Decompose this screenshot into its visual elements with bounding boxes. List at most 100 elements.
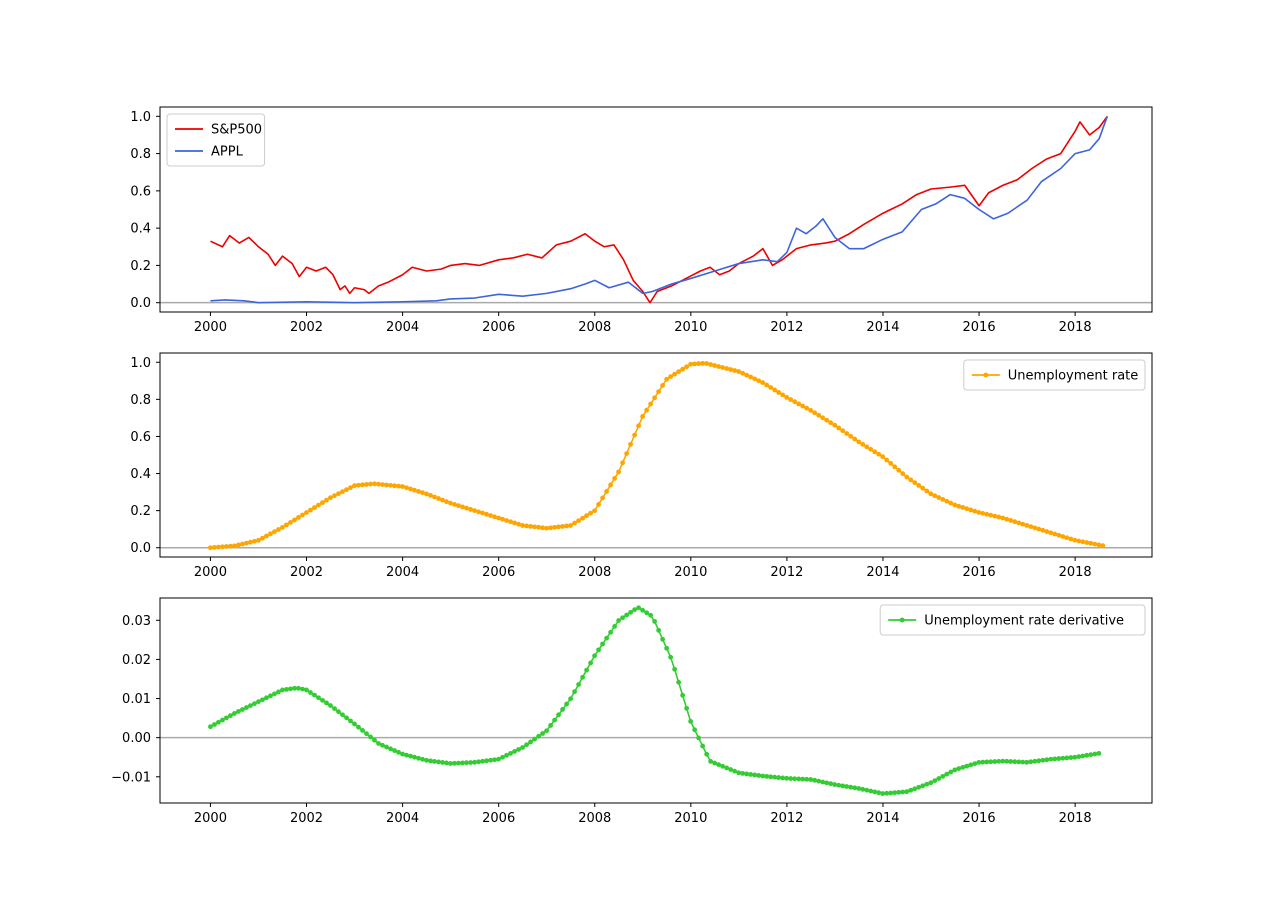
axes-frame [159, 352, 1153, 558]
data-point [888, 790, 894, 796]
data-point [208, 724, 213, 730]
data-point [488, 757, 493, 763]
data-point [1040, 527, 1046, 533]
data-point [800, 403, 806, 409]
axes-frame [159, 597, 1153, 804]
data-point [1008, 518, 1014, 523]
data-point [732, 368, 738, 373]
data-point [504, 752, 509, 758]
data-point [956, 503, 962, 509]
data-point [1020, 759, 1026, 765]
data-point [1024, 759, 1030, 765]
x-tick-label: 2014 [866, 565, 899, 580]
data-point [960, 505, 966, 510]
data-point [400, 484, 405, 489]
data-point [712, 760, 718, 766]
data-point [536, 524, 541, 530]
data-point [840, 428, 846, 434]
data-point [876, 790, 882, 796]
data-point [848, 784, 854, 790]
data-point [832, 782, 838, 787]
x-tick-label: 2012 [770, 565, 803, 580]
data-point [212, 545, 217, 550]
legend: S&P500 APPL [166, 113, 266, 167]
data-point [780, 392, 786, 398]
subplot-3: 2000 2002 2004 2006 2008 2010 2012 2014 2016 2018… [111, 597, 1153, 826]
data-point [332, 706, 337, 712]
data-point [392, 748, 397, 753]
data-point [980, 759, 986, 765]
data-point [920, 783, 926, 789]
data-point [1028, 759, 1034, 765]
data-point [904, 474, 910, 480]
data-point [664, 645, 670, 651]
data-point [548, 723, 553, 728]
legend-marker [899, 617, 905, 623]
data-point [1068, 536, 1074, 542]
data-point [728, 367, 734, 372]
data-point [908, 787, 914, 793]
data-point [944, 771, 950, 777]
data-point [756, 378, 762, 384]
legend-box [963, 359, 1146, 391]
data-point [1092, 751, 1098, 757]
data-point [716, 364, 722, 369]
data-point [828, 420, 834, 426]
data-point [568, 696, 573, 702]
data-point [740, 770, 746, 776]
data-point [892, 790, 898, 796]
data-point [648, 401, 654, 407]
data-point [968, 762, 974, 768]
data-point [868, 788, 874, 794]
data-point [448, 500, 453, 506]
x-tick-label: 2002 [290, 811, 323, 826]
data-point [348, 485, 353, 491]
subplots: 2000 2002 2004 2006 2008 2010 2012 2014 2016 2018… [111, 106, 1153, 826]
data-point [504, 518, 509, 523]
data-point [972, 761, 978, 767]
data-point [796, 401, 802, 407]
data-point [544, 525, 549, 531]
x-tick-label: 2006 [482, 320, 515, 335]
data-point [1008, 759, 1014, 764]
data-point [456, 503, 461, 509]
data-point [460, 760, 465, 766]
data-point [700, 360, 706, 366]
x-tick-label: 2012 [770, 811, 803, 826]
data-point [580, 674, 585, 680]
data-point [856, 439, 862, 445]
data-point [272, 691, 277, 697]
data-point [1072, 754, 1078, 760]
data-point [924, 781, 930, 787]
data-point [808, 777, 814, 782]
data-point [840, 783, 846, 789]
data-point [936, 776, 942, 781]
data-point [472, 508, 477, 514]
x-tick-label: 2000 [194, 811, 227, 826]
data-point [844, 431, 850, 436]
data-point [528, 739, 533, 745]
data-point [396, 749, 401, 755]
axes-frame [159, 106, 1153, 313]
data-point [668, 374, 674, 380]
data-point [464, 760, 469, 766]
data-point [680, 366, 686, 372]
data-point [576, 518, 581, 524]
data-point [416, 755, 421, 761]
data-point [568, 523, 573, 528]
data-point [1028, 524, 1034, 530]
data-point [940, 773, 946, 779]
data-point [284, 686, 289, 692]
data-point [212, 722, 217, 727]
data-point [516, 521, 521, 527]
data-point [308, 507, 313, 513]
data-point [548, 525, 553, 531]
data-point [236, 709, 241, 714]
data-point [492, 514, 497, 520]
data-point [616, 469, 622, 475]
data-point [788, 397, 794, 402]
data-point [588, 660, 593, 666]
data-point [612, 624, 618, 629]
data-point [832, 422, 838, 428]
legend: Unemployment rate [963, 359, 1146, 391]
